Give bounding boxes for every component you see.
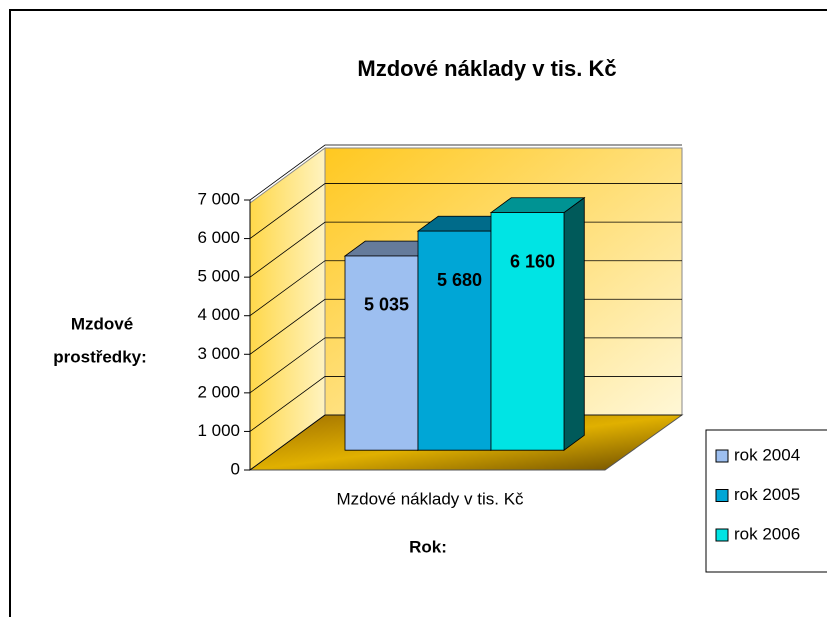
- legend-label: rok 2005: [734, 485, 800, 504]
- x-tick-label: Mzdové náklady v tis. Kč: [336, 489, 524, 508]
- value-label: 5 680: [437, 270, 482, 290]
- value-label: 5 035: [364, 295, 409, 315]
- bar-front: [490, 212, 565, 451]
- grid-line: [249, 183, 682, 239]
- y-tick-label: 1 000: [197, 421, 240, 440]
- bar-front: [417, 230, 492, 451]
- legend-swatch: [715, 528, 729, 542]
- legend-label: rok 2004: [734, 445, 800, 464]
- y-tick-label: 7 000: [197, 189, 240, 208]
- left-wall: [249, 147, 326, 471]
- y-tick-label: 2 000: [197, 382, 240, 401]
- legend-label: rok 2006: [734, 524, 800, 543]
- x-axis-label: Rok:: [409, 537, 447, 556]
- chart-title: Mzdové náklady v tis. Kč: [357, 56, 616, 81]
- y-tick-label: 6 000: [197, 228, 240, 247]
- y-tick-label: 0: [231, 459, 240, 478]
- bar-front: [344, 255, 419, 451]
- legend-swatch: [715, 489, 729, 502]
- chart-border: [9, 9, 827, 617]
- y-tick-label: 4 000: [197, 305, 240, 324]
- y-axis-label: prostředky:: [53, 347, 147, 366]
- bar: [489, 196, 586, 451]
- legend-swatch: [715, 449, 729, 463]
- value-label: 6 160: [510, 251, 555, 271]
- bar-side-shade: [563, 196, 585, 451]
- y-tick-label: 3 000: [197, 344, 240, 363]
- y-axis-label: Mzdové: [71, 314, 133, 333]
- grid-line: [249, 144, 682, 201]
- y-tick-label: 5 000: [197, 267, 240, 286]
